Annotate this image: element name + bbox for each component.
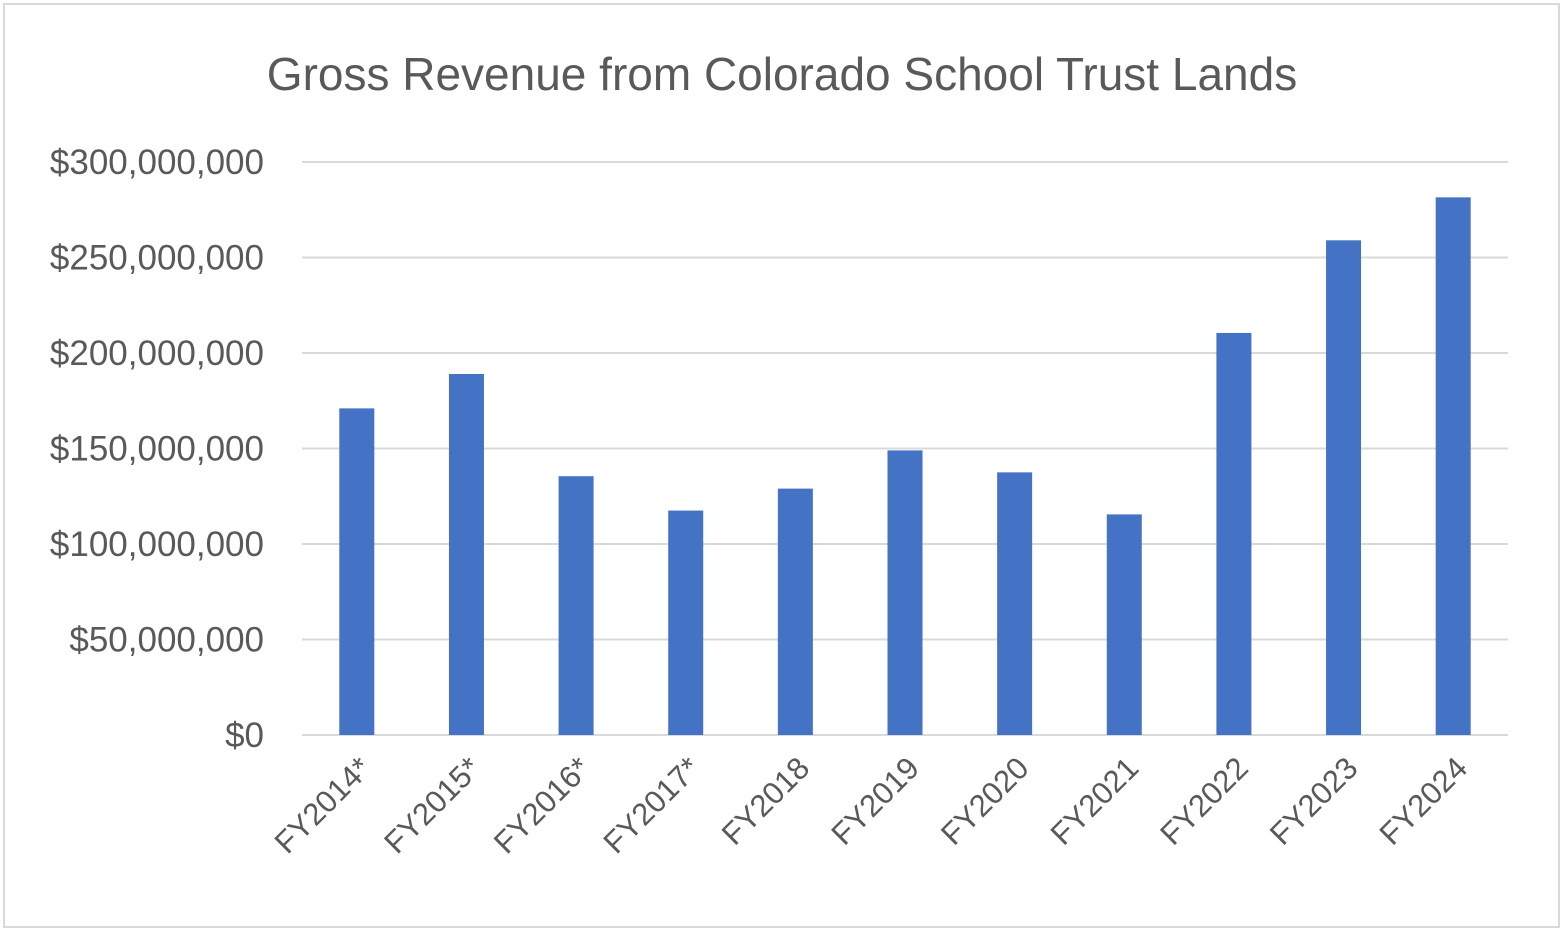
y-tick-label: $50,000,000 [69, 621, 264, 660]
bar [887, 450, 923, 735]
chart-frame [3, 3, 1560, 928]
y-tick-label: $100,000,000 [50, 525, 264, 564]
x-tick-label: FY2023 [1263, 750, 1365, 852]
x-tick-label: FY2021 [1044, 750, 1146, 852]
x-tick-label: FY2016* [487, 750, 597, 860]
x-tick-label: FY2022 [1153, 750, 1255, 852]
y-tick-label: $300,000,000 [50, 143, 264, 182]
x-tick-label: FY2020 [934, 750, 1036, 852]
x-tick-label: FY2019 [824, 750, 926, 852]
bar [1106, 514, 1142, 735]
x-tick-label: FY2017* [597, 750, 707, 860]
y-tick-label: $250,000,000 [50, 239, 264, 278]
y-tick-label: $0 [225, 716, 264, 755]
x-axis-tick-labels: FY2014* FY2015* FY2016* FY2017* FY2018 FY2019… [268, 750, 1474, 860]
gridlines [302, 161, 1508, 736]
bar [997, 472, 1033, 735]
bar [339, 408, 375, 735]
bar [448, 374, 484, 735]
x-tick-label: FY2014* [268, 750, 378, 860]
y-axis-tick-labels: $0 $50,000,000 $100,000,000 $150,000,000 $20… [50, 143, 264, 755]
bar [558, 476, 594, 735]
x-tick-label: FY2015* [377, 750, 487, 860]
bar [777, 488, 813, 735]
x-tick-label: FY2024 [1373, 750, 1475, 852]
bars [339, 197, 1471, 735]
bar [668, 510, 704, 735]
y-tick-label: $200,000,000 [50, 334, 264, 373]
bar [1435, 197, 1471, 735]
x-tick-label: FY2018 [715, 750, 817, 852]
chart-title: Gross Revenue from Colorado School Trust… [267, 48, 1297, 100]
y-tick-label: $150,000,000 [50, 430, 264, 469]
bar [1326, 240, 1362, 735]
bar [1216, 332, 1252, 735]
